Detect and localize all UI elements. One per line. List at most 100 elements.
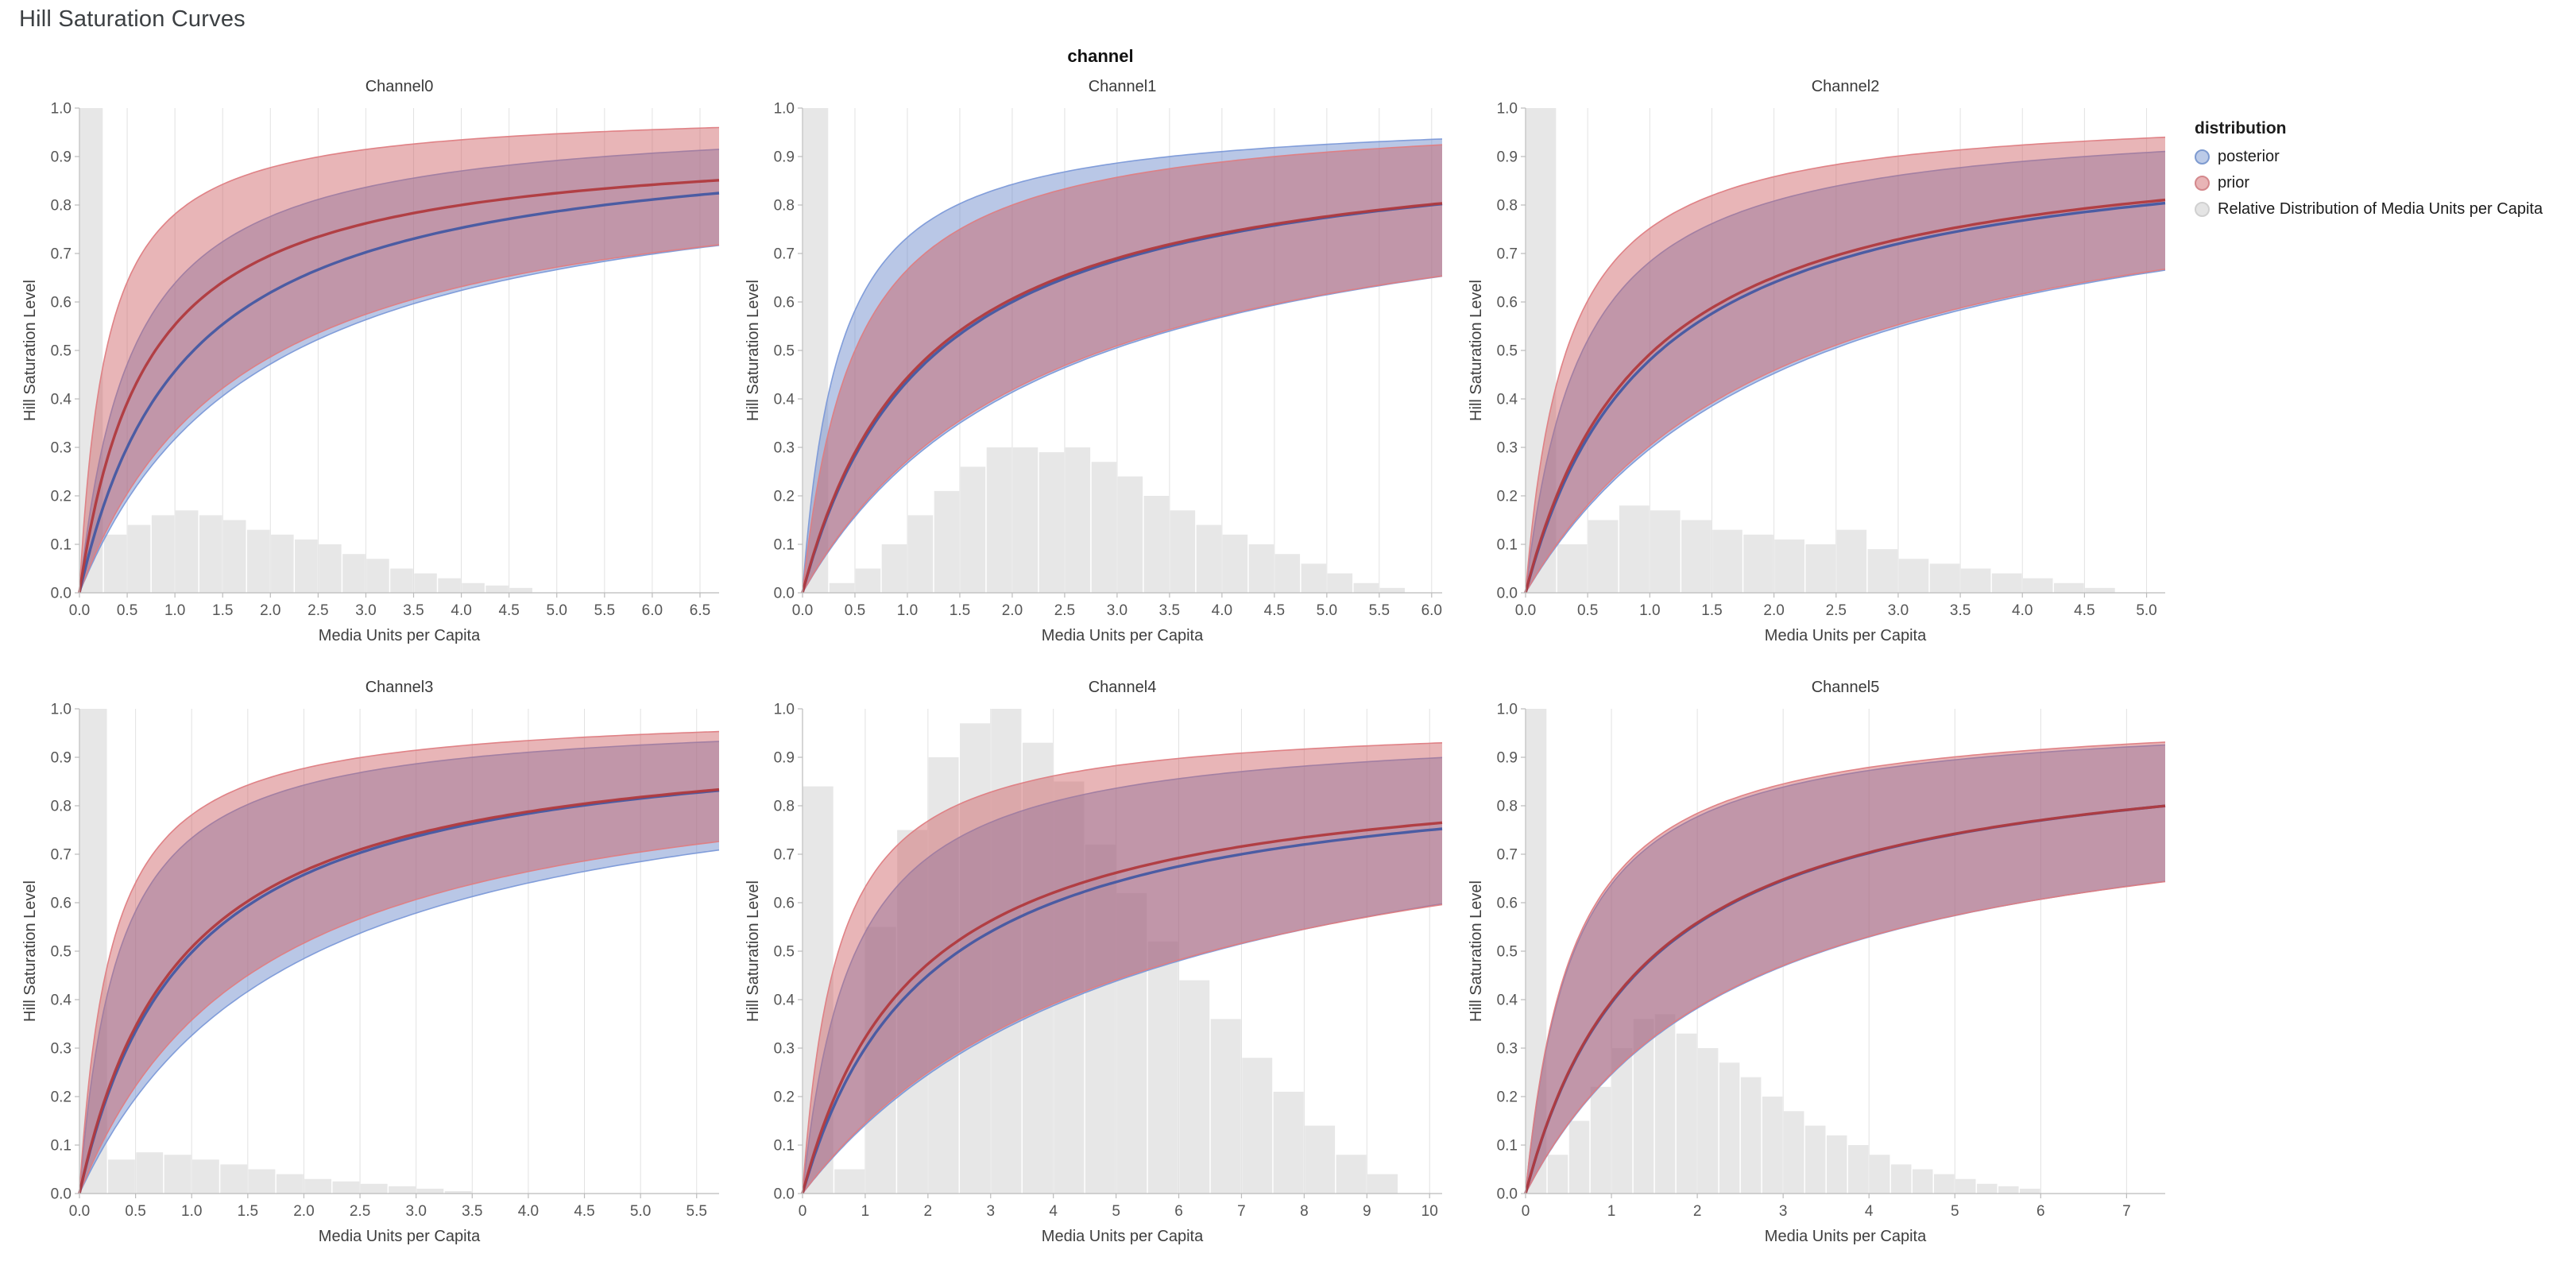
svg-text:1.0: 1.0	[1639, 602, 1660, 619]
svg-text:0.5: 0.5	[1497, 944, 1518, 961]
prior-median-line	[1524, 198, 2166, 594]
svg-text:5.5: 5.5	[594, 602, 615, 619]
x-axis: 0.0 0.5 1.0 1.5 2.0 2.5 3.0 3.5 4.0 4.5 5.0 5.5	[69, 1194, 707, 1220]
svg-text:2.5: 2.5	[350, 1203, 370, 1220]
svg-text:7: 7	[1237, 1203, 1246, 1220]
svg-text:0.7: 0.7	[1497, 246, 1518, 263]
hill-chart-svg: 0.0 0.1 0.2 0.3 0.4 0.5 0.6 0.7 0.8 0.9 1.0 0.0 0.5 1…	[21, 101, 720, 644]
posterior-band-upper-edge	[1525, 150, 2166, 594]
svg-text:4: 4	[1049, 1203, 1058, 1220]
svg-text:0.8: 0.8	[51, 198, 72, 215]
histogram-swatch-icon	[2195, 202, 2210, 217]
svg-text:3.5: 3.5	[403, 602, 424, 619]
subplot-channel5: Channel5 0.0 0.1 0.2 0.3 0.4 0.5 0.6 0.7 0.8 0.9 1…	[1466, 679, 2181, 1256]
svg-text:3.5: 3.5	[1950, 602, 1971, 619]
facet-title: Channel5	[1811, 679, 1880, 696]
svg-text:0.0: 0.0	[51, 586, 72, 602]
x-axis-title: Media Units per Capita	[319, 627, 481, 644]
posterior-credible-band	[79, 741, 719, 1194]
svg-text:1: 1	[1607, 1203, 1616, 1220]
svg-text:0.8: 0.8	[51, 799, 72, 815]
svg-text:3.5: 3.5	[1159, 602, 1180, 619]
y-axis: 0.0 0.1 0.2 0.3 0.4 0.5 0.6 0.7 0.8 0.9 1.0	[51, 702, 79, 1203]
svg-text:0.6: 0.6	[1497, 295, 1518, 311]
facet-title: Channel2	[1811, 78, 1880, 95]
x-gridlines	[1525, 108, 2148, 593]
svg-text:1.0: 1.0	[51, 702, 72, 718]
hill-chart-svg: 0.0 0.1 0.2 0.3 0.4 0.5 0.6 0.7 0.8 0.9 1.0 0 1 2 3 4 5 6…	[1468, 702, 2166, 1245]
posterior-credible-band	[1526, 151, 2165, 594]
prior-band-upper-edge	[1525, 741, 2166, 1194]
facet-title: Channel4	[1088, 679, 1157, 696]
page-title: Hill Saturation Curves	[19, 6, 246, 32]
prior-band-upper-edge	[79, 126, 720, 594]
posterior-band-lower-edge	[802, 275, 1443, 594]
svg-text:5.5: 5.5	[687, 1203, 707, 1220]
media-units-histogram	[1526, 709, 2040, 1194]
x-gridlines	[79, 709, 698, 1194]
x-axis-title: Media Units per Capita	[319, 1228, 481, 1245]
subplot-channel0: Channel0 0.0 0.1 0.2 0.3 0.4 0.5 0.6 0.7 0.8 0.9 1…	[20, 78, 735, 655]
prior-band-lower-edge	[802, 903, 1443, 1194]
y-axis-title: Hill Saturation Level	[745, 280, 762, 421]
svg-text:7: 7	[2122, 1203, 2131, 1220]
svg-text:0.5: 0.5	[51, 944, 72, 961]
svg-text:0.4: 0.4	[1497, 392, 1518, 408]
svg-text:0.9: 0.9	[774, 149, 795, 166]
svg-text:5.0: 5.0	[630, 1203, 651, 1220]
svg-text:0.6: 0.6	[774, 896, 795, 912]
legend: distribution posterior prior Relative Di…	[2195, 119, 2543, 226]
svg-text:4.5: 4.5	[1264, 602, 1285, 619]
svg-text:0.3: 0.3	[51, 1041, 72, 1058]
svg-text:5: 5	[1951, 1203, 1959, 1220]
prior-median-line	[801, 202, 1443, 594]
svg-text:0.4: 0.4	[51, 992, 72, 1009]
posterior-band-upper-edge	[79, 741, 720, 1194]
y-axis-title: Hill Saturation Level	[21, 880, 39, 1022]
svg-text:0.5: 0.5	[1577, 602, 1598, 619]
svg-text:0.8: 0.8	[774, 198, 795, 215]
svg-text:4.5: 4.5	[498, 602, 519, 619]
posterior-median-line	[1524, 201, 2166, 594]
y-axis-title: Hill Saturation Level	[745, 880, 762, 1022]
svg-text:0.8: 0.8	[1497, 799, 1518, 815]
svg-text:1.5: 1.5	[950, 602, 970, 619]
svg-text:2.0: 2.0	[1763, 602, 1784, 619]
svg-text:1.5: 1.5	[238, 1203, 258, 1220]
svg-text:0.1: 0.1	[51, 537, 72, 554]
svg-text:1.0: 1.0	[897, 602, 918, 619]
svg-text:1.5: 1.5	[212, 602, 233, 619]
svg-text:4.0: 4.0	[518, 1203, 539, 1220]
hill-chart-svg: 0.0 0.1 0.2 0.3 0.4 0.5 0.6 0.7 0.8 0.9 1.0 0.0 0.5 1…	[1468, 101, 2166, 644]
x-axis-title: Media Units per Capita	[1765, 1228, 1927, 1245]
x-axis: 0 1 2 3 4 5 6 7 8 9 10	[799, 1194, 1438, 1220]
svg-text:0.0: 0.0	[774, 1186, 795, 1203]
svg-text:1.0: 1.0	[181, 1203, 202, 1220]
svg-text:3.0: 3.0	[1888, 602, 1909, 619]
prior-credible-band	[1526, 137, 2165, 593]
y-axis-title: Hill Saturation Level	[1468, 880, 1485, 1022]
y-axis: 0.0 0.1 0.2 0.3 0.4 0.5 0.6 0.7 0.8 0.9 1.0	[774, 702, 803, 1203]
svg-text:10: 10	[1421, 1203, 1438, 1220]
posterior-credible-band	[79, 149, 719, 593]
legend-item-relative-distribution: Relative Distribution of Media Units per…	[2195, 200, 2543, 219]
posterior-band-upper-edge	[79, 149, 720, 594]
prior-band-lower-edge	[1525, 268, 2166, 594]
media-units-histogram	[79, 108, 532, 593]
svg-text:0.8: 0.8	[1497, 198, 1518, 215]
svg-text:4.0: 4.0	[1212, 602, 1232, 619]
prior-credible-band	[803, 145, 1442, 593]
posterior-band-lower-edge	[79, 245, 720, 594]
posterior-band-upper-edge	[1525, 744, 2166, 1194]
svg-text:6: 6	[1174, 1203, 1183, 1220]
svg-text:1.5: 1.5	[1701, 602, 1722, 619]
svg-text:5: 5	[1112, 1203, 1120, 1220]
facet-column-header: channel	[1067, 46, 1134, 66]
svg-text:2.0: 2.0	[293, 1203, 314, 1220]
svg-text:0.3: 0.3	[774, 1041, 795, 1058]
svg-text:0.4: 0.4	[774, 392, 795, 408]
svg-text:0.0: 0.0	[774, 586, 795, 602]
posterior-band-upper-edge	[802, 756, 1443, 1194]
prior-median-line	[78, 787, 720, 1194]
y-axis: 0.0 0.1 0.2 0.3 0.4 0.5 0.6 0.7 0.8 0.9 1.0	[774, 101, 803, 602]
